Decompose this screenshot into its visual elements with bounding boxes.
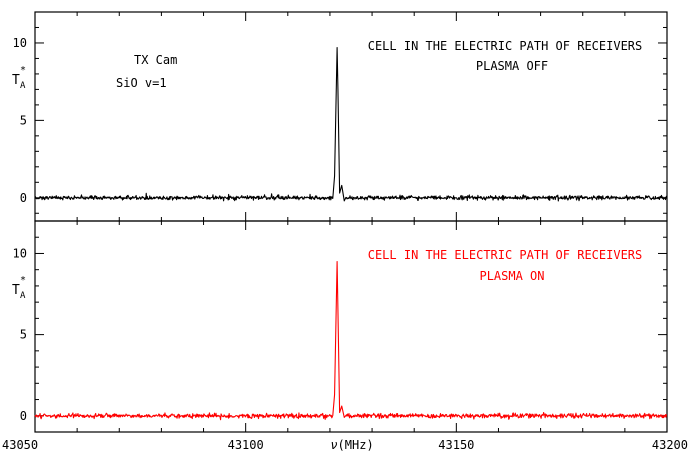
x-tick-labels: 43050 43100 43150 43200 — [2, 438, 688, 452]
spectrum-line — [34, 47, 668, 202]
spectrum-line — [34, 261, 668, 421]
bottom-annotation-line2: PLASMA ON — [479, 269, 544, 283]
bottom-panel: 0 5 10 T A * CELL IN THE ELECTRIC PATH OF … — [2, 220, 688, 452]
top-ytick-labels: 0 5 10 — [13, 36, 27, 205]
bottom-ylabel-sub: A — [20, 291, 26, 301]
ytick-label: 5 — [20, 328, 27, 342]
xtick-label: 43200 — [652, 438, 688, 452]
bottom-panel-frame — [34, 220, 668, 433]
source-name-label: TX Cam — [134, 53, 177, 67]
transition-label: SiO v=1 — [116, 76, 167, 90]
ytick-label: 10 — [13, 36, 27, 50]
ytick-label: 0 — [20, 409, 27, 423]
x-axis-label: ν(MHz) — [330, 438, 373, 452]
ytick-label: 5 — [20, 113, 27, 127]
bottom-ticks — [34, 220, 668, 433]
bottom-ylabel-sup: * — [20, 275, 26, 286]
top-annotation-line2: PLASMA OFF — [476, 59, 548, 73]
top-annotation-line1: CELL IN THE ELECTRIC PATH OF RECEIVERS — [368, 39, 643, 53]
top-ylabel: T — [12, 73, 20, 88]
xtick-label: 43050 — [2, 438, 38, 452]
ytick-label: 10 — [13, 246, 27, 260]
top-series — [34, 47, 668, 202]
ytick-label: 0 — [20, 191, 27, 205]
bottom-ylabel: T — [12, 283, 20, 298]
top-ylabel-sub: A — [20, 81, 26, 91]
xtick-label: 43100 — [228, 438, 264, 452]
bottom-series — [34, 261, 668, 421]
bottom-ytick-labels: 0 5 10 — [13, 246, 27, 422]
x-axis-label-nu: ν — [330, 438, 337, 452]
top-ylabel-sup: * — [20, 65, 26, 76]
top-panel: 0 5 10 T A * TX Cam SiO v=1 CELL IN THE EL… — [12, 11, 668, 222]
xtick-label: 43150 — [438, 438, 474, 452]
bottom-annotation-line1: CELL IN THE ELECTRIC PATH OF RECEIVERS — [368, 248, 643, 262]
top-ticks — [34, 11, 668, 221]
x-axis-label-unit: (MHz) — [338, 438, 374, 452]
